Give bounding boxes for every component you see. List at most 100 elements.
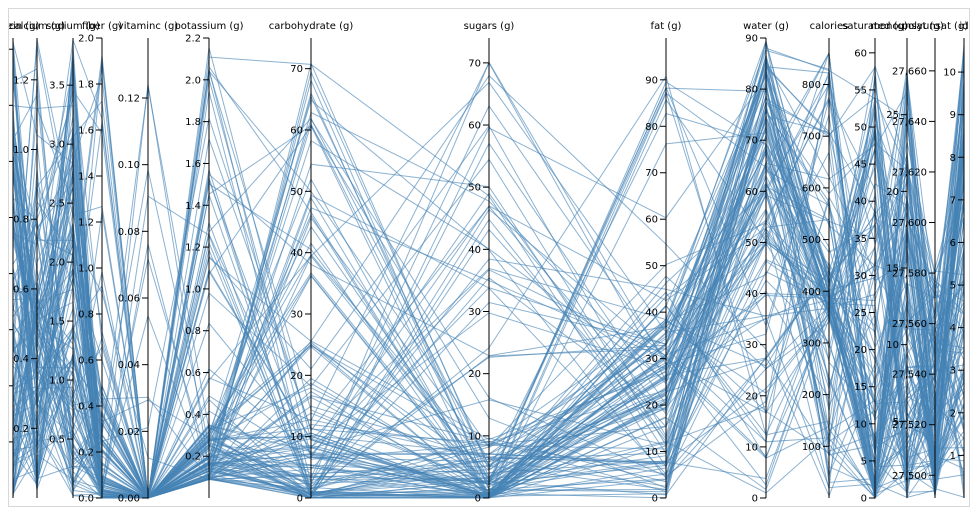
tick-label-carbohydrate-6: 60 xyxy=(290,126,303,137)
axis-protein: 1020304050607080protein (g) xyxy=(9,21,40,498)
tick-label-polyunsat-2: 27,540 xyxy=(892,370,927,381)
tick-label-calories-1: 200 xyxy=(802,390,821,401)
axis-polyunsat: 27,500 27,520 27,540 27,560 27,580 27,600 27,6… xyxy=(892,21,968,498)
axis-title-water[interactable]: water (g) xyxy=(743,21,789,32)
tick-label-fiber-4: 0.8 xyxy=(78,310,94,321)
axis-sodium: 0.5 1.0 1.5 2.0 2.5 3.0 3.5 sodium (g) xyxy=(46,21,100,498)
axis-title-protein[interactable]: protein (g) xyxy=(9,21,40,32)
tick-label-water-2: 20 xyxy=(745,391,758,402)
tick-label-calcium-1: 0.4 xyxy=(13,354,29,365)
axis-title-sugars[interactable]: sugars (g) xyxy=(464,21,515,32)
tick-label-id-5: 6 xyxy=(950,238,956,249)
tick-label-fat-6: 60 xyxy=(645,215,658,226)
axis-saturated: 0 5 10 15 20 25 30 35 40 45 50 55 60 saturated (g) xyxy=(842,21,908,505)
tick-label-saturated-5: 25 xyxy=(854,308,867,319)
tick-label-polyunsat-7: 27,640 xyxy=(892,117,927,128)
tick-label-water-1: 10 xyxy=(745,442,758,453)
tick-label-fiber-9: 1.8 xyxy=(78,80,94,91)
axis-calories: 100 200 300 400 500 600 700 800 calories xyxy=(802,21,848,498)
tick-label-polyunsat-6: 27,620 xyxy=(892,167,927,178)
tick-label-fat-1: 10 xyxy=(645,447,658,458)
tick-label-calories-5: 600 xyxy=(802,183,821,194)
tick-label-fiber-1: 0.2 xyxy=(78,448,94,459)
tick-label-potassium-8: 1.8 xyxy=(185,117,201,128)
tick-label-vitaminc-2: 0.04 xyxy=(118,360,140,371)
axis-title-potassium[interactable]: potassium (g) xyxy=(174,21,243,32)
tick-label-carbohydrate-5: 50 xyxy=(290,187,303,198)
axis-potassium: 0.2 0.4 0.6 0.8 1.0 1.2 1.4 1.6 1.8 2.0 2.2 potassi… xyxy=(174,21,244,498)
tick-label-calories-4: 500 xyxy=(802,235,821,246)
tick-label-sodium-4: 2.5 xyxy=(49,199,65,210)
axis-title-sodium[interactable]: sodium (g) xyxy=(46,21,100,32)
axis-title-saturated[interactable]: saturated (g) xyxy=(842,21,908,32)
axis-title-monounsat[interactable]: monounsat (g) xyxy=(870,21,944,32)
tick-label-saturated-2: 10 xyxy=(854,419,867,430)
tick-label-fat-4: 40 xyxy=(645,308,658,319)
axis-title-fiber[interactable]: fiber (g) xyxy=(82,21,122,32)
axis-title-vitaminc[interactable]: vitaminc (g) xyxy=(118,21,179,32)
tick-label-fat-2: 20 xyxy=(645,401,658,412)
tick-label-id-3: 4 xyxy=(950,323,956,334)
tick-label-calories-0: 100 xyxy=(802,442,821,453)
tick-label-vitaminc-5: 0.10 xyxy=(118,160,140,171)
tick-label-id-8: 9 xyxy=(950,110,956,121)
tick-label-potassium-6: 1.4 xyxy=(185,201,201,212)
tick-label-saturated-1: 5 xyxy=(861,456,867,467)
tick-label-fat-0: 0 xyxy=(652,494,658,505)
tick-label-monounsat-4: 25 xyxy=(886,110,899,121)
axis-fat: 0 10 20 30 40 50 60 70 80 90 fat (g) xyxy=(645,21,681,505)
tick-label-calories-2: 300 xyxy=(802,338,821,349)
tick-label-potassium-7: 1.6 xyxy=(185,159,201,170)
tick-label-sugars-3: 30 xyxy=(468,307,481,318)
tick-label-saturated-7: 35 xyxy=(854,234,867,245)
tick-label-fiber-3: 0.6 xyxy=(78,356,94,367)
tick-label-sodium-3: 2.0 xyxy=(49,258,65,269)
axis-title-polyunsat[interactable]: polyunsat (g) xyxy=(902,21,969,32)
tick-label-calcium-3: 0.8 xyxy=(13,215,29,226)
tick-label-potassium-0: 0.2 xyxy=(185,452,201,463)
tick-label-calcium-4: 1.0 xyxy=(13,145,29,156)
tick-label-water-4: 40 xyxy=(745,289,758,300)
tick-label-monounsat-1: 10 xyxy=(886,340,899,351)
tick-label-fiber-8: 1.6 xyxy=(78,126,94,137)
tick-label-saturated-6: 30 xyxy=(854,271,867,282)
axis-id: 1 2 3 4 5 6 7 8 9 10 id xyxy=(943,21,969,498)
tick-label-carbohydrate-2: 20 xyxy=(290,371,303,382)
tick-label-saturated-0: 0 xyxy=(861,494,867,505)
tick-label-water-3: 30 xyxy=(745,340,758,351)
tick-label-sodium-0: 0.5 xyxy=(49,435,65,446)
tick-label-sugars-6: 60 xyxy=(468,121,481,132)
tick-label-carbohydrate-0: 0 xyxy=(297,494,303,505)
tick-label-vitaminc-0: 0.00 xyxy=(118,494,140,505)
axis-water: 0 10 20 30 40 50 60 70 80 90 water (g) xyxy=(743,21,789,505)
tick-label-saturated-11: 55 xyxy=(854,85,867,96)
axis-title-calcium[interactable]: calcium (g) xyxy=(9,21,65,32)
tick-label-sugars-0: 0 xyxy=(475,494,481,505)
axis-title-fat[interactable]: fat (g) xyxy=(651,21,682,32)
axis-fiber: 0.0 0.2 0.4 0.6 0.8 1.0 1.2 1.4 1.6 1.8 2.0 fiber (… xyxy=(78,21,122,505)
tick-label-fat-3: 30 xyxy=(645,354,658,365)
tick-label-carbohydrate-1: 10 xyxy=(290,432,303,443)
tick-label-fat-8: 80 xyxy=(645,122,658,133)
tick-label-vitaminc-6: 0.12 xyxy=(118,94,140,105)
chart-frame: 1020304050607080protein (g)0.20.40.60.81… xyxy=(8,8,970,507)
tick-label-id-6: 7 xyxy=(950,195,956,206)
tick-label-water-9: 90 xyxy=(745,34,758,45)
tick-label-calcium-5: 1.2 xyxy=(13,75,29,86)
axes: 1020304050607080protein (g)0.20.40.60.81… xyxy=(9,21,969,505)
tick-label-sugars-4: 40 xyxy=(468,245,481,256)
tick-label-id-7: 8 xyxy=(950,153,956,164)
tick-label-potassium-9: 2.0 xyxy=(185,75,201,86)
tick-label-water-8: 80 xyxy=(745,85,758,96)
tick-label-water-0: 0 xyxy=(752,494,758,505)
tick-label-fiber-2: 0.4 xyxy=(78,402,94,413)
axis-title-calories[interactable]: calories xyxy=(810,21,849,32)
tick-label-calories-7: 800 xyxy=(802,80,821,91)
tick-label-saturated-8: 40 xyxy=(854,197,867,208)
axis-title-id[interactable]: id xyxy=(959,21,968,32)
axis-title-carbohydrate[interactable]: carbohydrate (g) xyxy=(269,21,354,32)
tick-label-water-7: 70 xyxy=(745,136,758,147)
tick-label-id-4: 5 xyxy=(950,281,956,292)
tick-label-sugars-5: 50 xyxy=(468,183,481,194)
tick-label-sugars-7: 70 xyxy=(468,58,481,69)
